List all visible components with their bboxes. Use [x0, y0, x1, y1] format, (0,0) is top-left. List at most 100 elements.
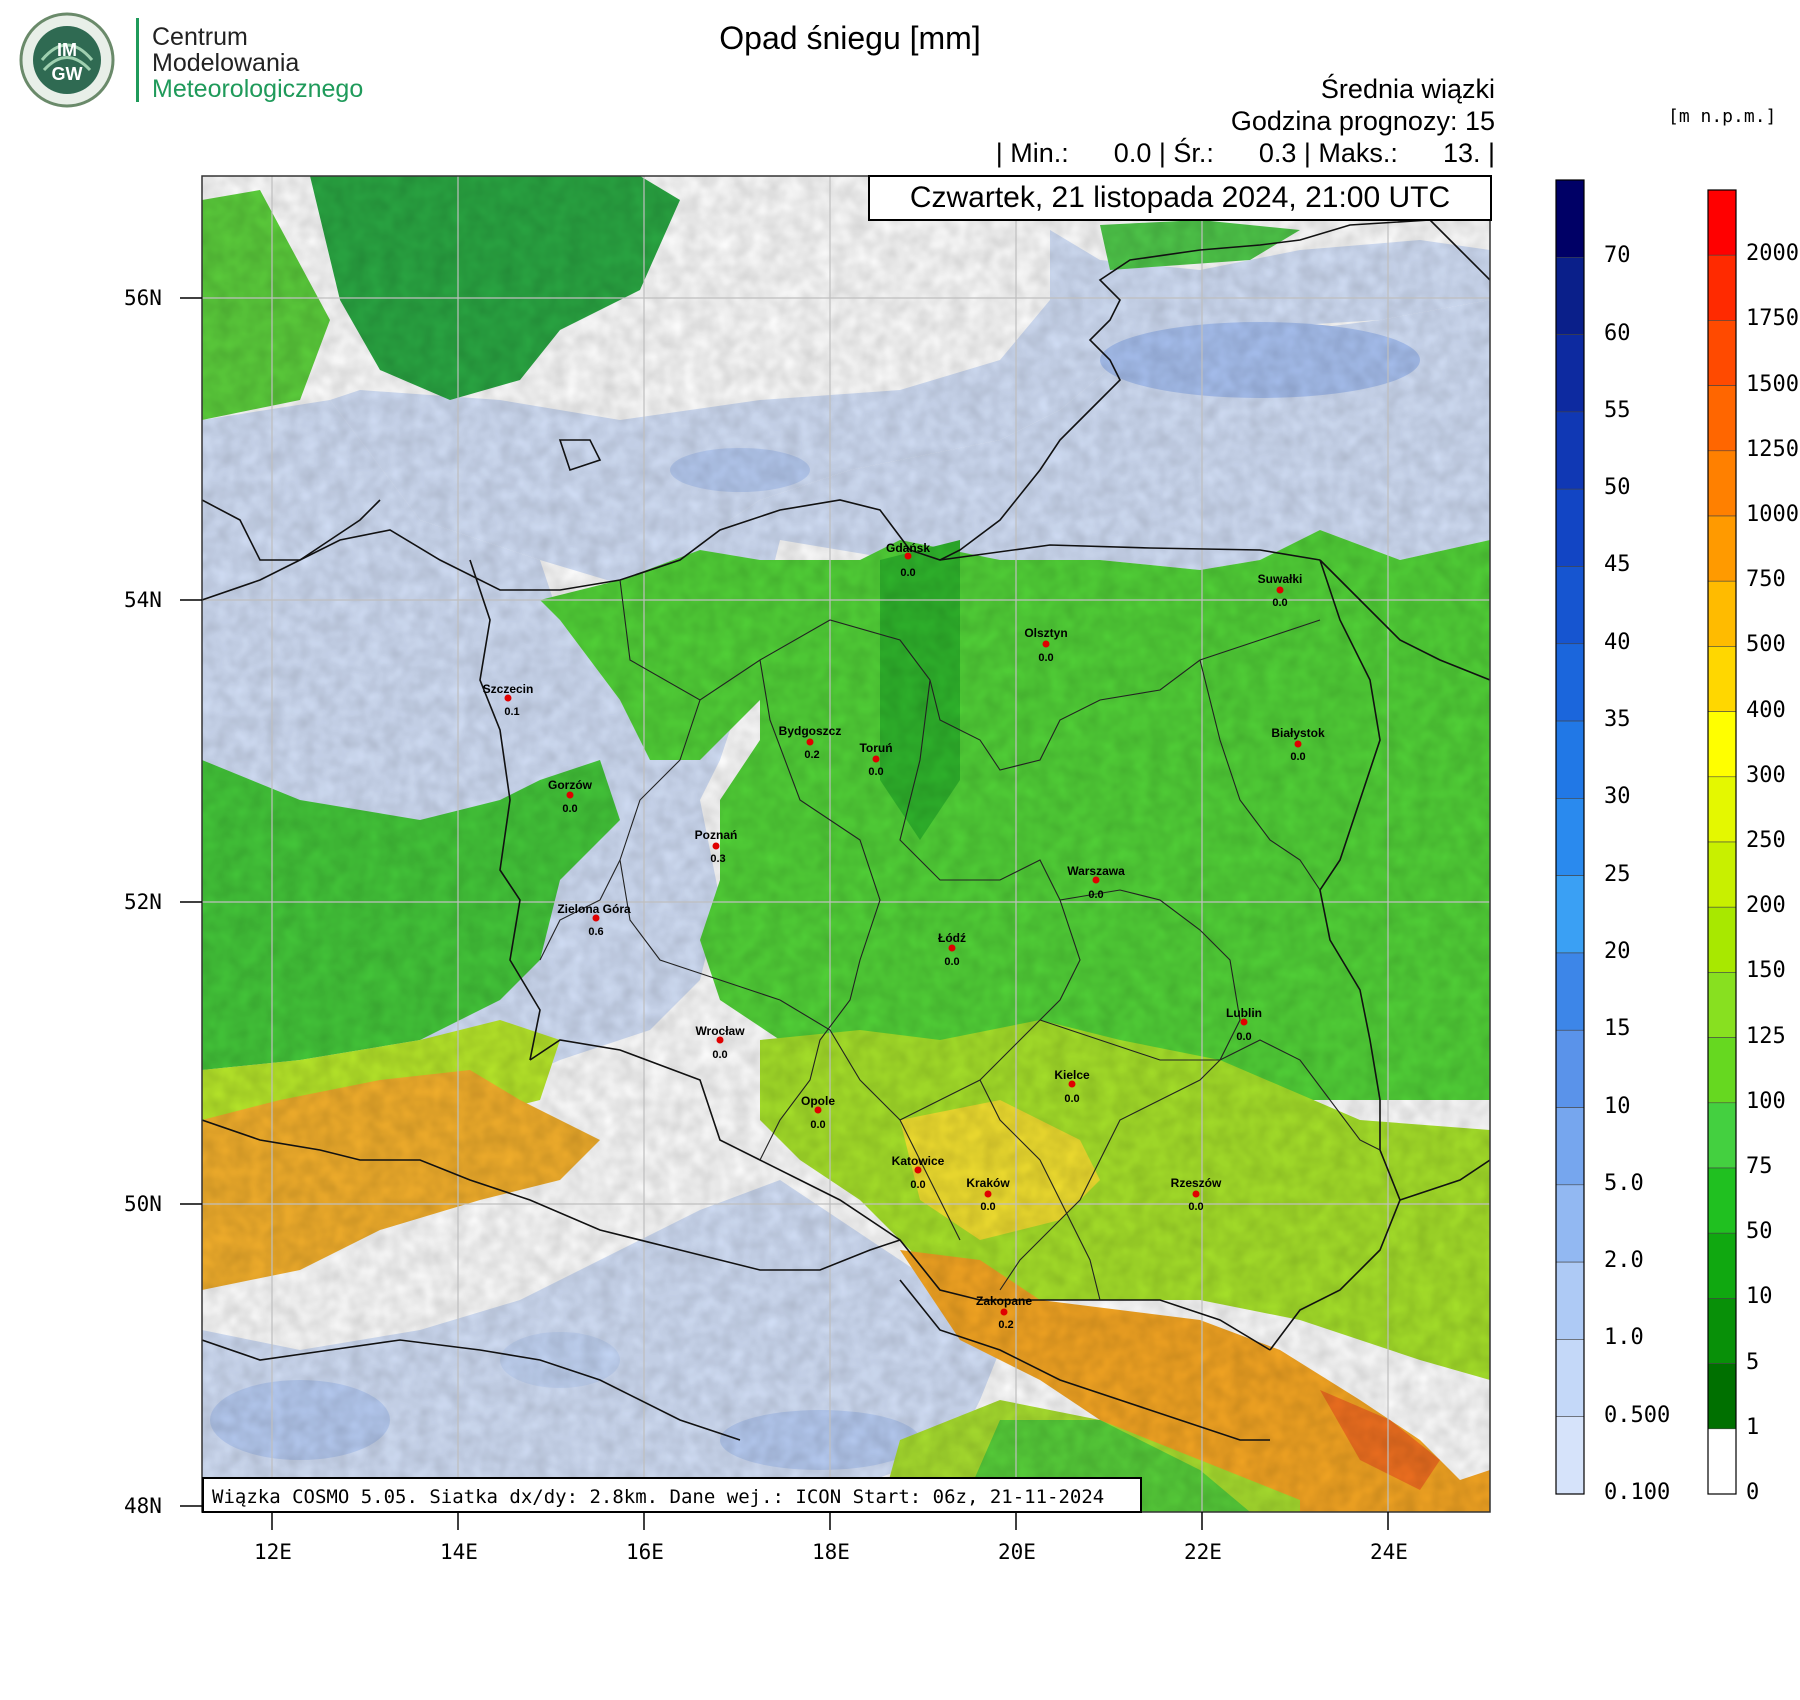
- page-title: Opad śniegu [mm]: [719, 20, 981, 56]
- city-name: Łódź: [938, 931, 966, 945]
- city-name: Szczecin: [482, 682, 534, 696]
- terrain-texture: [202, 176, 1490, 1512]
- snow-colorbar-swatch: [1555, 488, 1585, 567]
- elevation-colorbar-label: 0: [1746, 1480, 1760, 1505]
- snow-colorbar-swatch: [1555, 1184, 1585, 1263]
- city-value: 0.0: [910, 1179, 926, 1191]
- city-name: Poznań: [694, 828, 738, 842]
- city-value: 0.0: [944, 956, 960, 968]
- czech-slovak-border: [202, 1119, 901, 1271]
- city-value: 0.0: [980, 1201, 996, 1213]
- elevation-colorbar-swatch: [1707, 189, 1737, 256]
- city-marker-rzeszow: [1192, 1190, 1200, 1198]
- elevation-colorbar-label: 10: [1746, 1284, 1773, 1310]
- city-value: 0.6: [588, 926, 604, 938]
- city-marker-zielona-gora: [592, 914, 600, 922]
- snow-colorbar-swatch: [1555, 334, 1585, 413]
- city-markers: [504, 552, 1302, 1316]
- city-name: Gorzów: [548, 778, 592, 792]
- snow-colorbar-label: 60: [1604, 320, 1631, 346]
- snow-colorbar-label: 10: [1604, 1093, 1631, 1119]
- elevation-colorbar-label: 1: [1746, 1414, 1760, 1440]
- lat-label: 52N: [124, 890, 162, 914]
- city-name: Bydgoszcz: [778, 724, 842, 738]
- elevation-colorbar-swatch: [1707, 906, 1737, 973]
- snow-colorbar-swatch: [1555, 1261, 1585, 1340]
- city-marker-poznan: [712, 842, 720, 850]
- lon-label: 14E: [440, 1540, 478, 1564]
- borders: [202, 219, 1490, 1441]
- city-value: 0.0: [810, 1119, 826, 1131]
- snow-colorbar-swatch: [1555, 1107, 1585, 1186]
- elevation-colorbar-label: 250: [1746, 828, 1786, 853]
- city-value: 0.3: [710, 853, 726, 865]
- logo-line3: Meteorologicznego: [152, 75, 364, 103]
- snow-colorbar-label: 25: [1604, 861, 1631, 887]
- city-marker-bydgoszcz: [806, 738, 814, 746]
- snow-colorbar-swatch: [1555, 720, 1585, 799]
- snow-colorbar-swatch: [1555, 411, 1585, 490]
- elevation-colorbar-swatch: [1707, 776, 1737, 843]
- snow-colorbar-label: 1.0: [1604, 1325, 1644, 1351]
- model-info-footer: Wiązka COSMO 5.05. Siatka dx/dy: 2.8km. …: [202, 1477, 1142, 1513]
- city-marker-wroclaw: [716, 1036, 724, 1044]
- city-marker-opole: [814, 1106, 822, 1114]
- lon-label: 18E: [812, 1540, 850, 1564]
- elevation-colorbar-swatch: [1707, 1167, 1737, 1234]
- city-marker-warszawa: [1092, 876, 1100, 884]
- logo-badge-line1: IM: [57, 40, 77, 60]
- elevation-colorbar-swatch: [1707, 1102, 1737, 1169]
- elevation-colorbar-label: 1750: [1746, 306, 1799, 332]
- city-marker-katowice: [914, 1166, 922, 1174]
- elevation-colorbar-label: 500: [1746, 632, 1786, 658]
- lon-label: 20E: [998, 1540, 1036, 1564]
- slovak-hungary-border: [899, 1279, 1270, 1441]
- imgw-badge-icon: IM GW: [19, 12, 115, 108]
- city-name: Lublin: [1226, 1006, 1262, 1020]
- elevation-colorbar-swatch: [1707, 1037, 1737, 1104]
- elevation-colorbar-swatch: [1707, 320, 1737, 386]
- elevation-colorbar-swatch: [1707, 646, 1737, 712]
- lon-label: 24E: [1370, 1540, 1408, 1564]
- snow-colorbar-swatch: [1555, 1339, 1585, 1418]
- lon-label: 12E: [254, 1540, 292, 1564]
- city-value: 0.2: [804, 749, 820, 761]
- elevation-colorbar-swatch: [1707, 841, 1737, 908]
- elevation-colorbar-label: 150: [1746, 958, 1786, 984]
- elevation-colorbar-label: 750: [1746, 567, 1786, 593]
- snow-colorbar-label: 50: [1604, 475, 1631, 501]
- snow-colorbar-frame: [1555, 179, 1585, 1495]
- city-marker-krakow: [984, 1190, 992, 1198]
- city-value: 0.0: [712, 1049, 728, 1061]
- city-name: Wrocław: [695, 1024, 745, 1038]
- poland-east-border: [1269, 559, 1401, 1351]
- logo-badge-line2: GW: [52, 64, 83, 84]
- elevation-colorbar-label: 100: [1746, 1088, 1786, 1114]
- city-value: 0.0: [900, 567, 916, 579]
- city-marker-lodz: [948, 944, 956, 952]
- poland-west-border: [469, 559, 541, 1061]
- snow-colorbar-label: 20: [1604, 938, 1631, 964]
- city-name: Kielce: [1054, 1068, 1090, 1082]
- snow-colorbar-swatch: [1555, 875, 1585, 954]
- snow-colorbar-label: 5.0: [1604, 1170, 1644, 1196]
- snow-colorbar-label: 40: [1604, 629, 1631, 655]
- elevation-colorbar-label: 400: [1746, 697, 1786, 723]
- snow-colorbar: [1555, 179, 1585, 1495]
- austria-border: [202, 1339, 741, 1441]
- elevation-colorbar-label: 75: [1746, 1154, 1773, 1179]
- city-name: Gdańsk: [885, 541, 930, 555]
- city-name: Białystok: [1271, 726, 1325, 740]
- graticule: [202, 176, 1490, 1512]
- snow-colorbar-swatch: [1555, 952, 1585, 1031]
- city-name: Rzeszów: [1170, 1176, 1222, 1190]
- elevation-unit-label: [m n.p.m.]: [1668, 106, 1777, 127]
- lat-label: 48N: [124, 1494, 162, 1518]
- city-value: 0.0: [868, 766, 884, 778]
- city-value: 0.2: [998, 1319, 1014, 1331]
- lon-label: 22E: [1184, 1540, 1222, 1564]
- snow-colorbar-swatch: [1555, 643, 1585, 722]
- city-value: 0.0: [1038, 652, 1054, 664]
- city-value: 0.0: [1188, 1201, 1204, 1213]
